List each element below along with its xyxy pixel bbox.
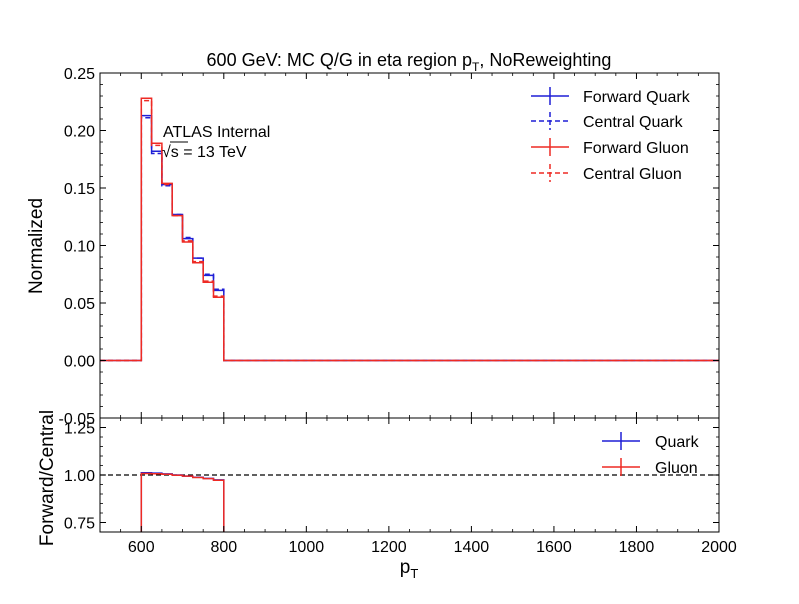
legend-item-central-gluon: Central Gluon: [531, 164, 682, 183]
ratio-legend: Quark Gluon: [602, 432, 700, 477]
y-tick-label: -0.05: [59, 411, 96, 428]
x-tick-label: 1000: [289, 539, 325, 556]
x-tick-label: 600: [128, 539, 155, 556]
main-legend: Forward Quark Central Quark Forward Gluo…: [531, 87, 691, 183]
legend-item-forward-quark: Forward Quark: [531, 87, 691, 106]
y-tick-label: 0.25: [64, 66, 95, 83]
y-tick-label: 0.15: [64, 181, 95, 198]
ratio-ticks-group: 600 800 1000 1200 1400 1600 1800 2000 1.25 1.00 0.…: [64, 421, 737, 557]
y-tick-label: 0.10: [64, 239, 95, 256]
title-rest: , NoReweighting: [479, 50, 611, 70]
legend-label-gluon: Gluon: [655, 460, 698, 477]
main-series-group: [100, 97, 719, 362]
title-main: 600 GeV: MC Q/G in eta region p: [207, 50, 472, 70]
ratio-series-group: [100, 471, 719, 532]
ratio-series-quark: [140, 471, 225, 532]
legend-label-central-gluon: Central Gluon: [583, 166, 682, 183]
legend-item-forward-gluon: Forward Gluon: [531, 138, 689, 157]
legend-label-quark: Quark: [655, 434, 700, 451]
xlabel-main: p: [400, 557, 411, 578]
x-tick-label: 2000: [701, 539, 737, 556]
ratio-y-tick-label: 0.75: [64, 516, 95, 533]
legend-label-central-quark: Central Quark: [583, 114, 684, 131]
ratio-panel: 600 800 1000 1200 1400 1600 1800 2000 1.25 1.00 0.…: [37, 410, 737, 581]
x-tick-label: 1800: [619, 539, 655, 556]
x-tick-label: 1200: [371, 539, 407, 556]
x-tick-label: 1600: [536, 539, 572, 556]
xlabel-sub: T: [410, 566, 418, 581]
x-tick-label: 800: [210, 539, 237, 556]
ratio-series-gluon: [140, 472, 225, 532]
main-panel: 0.25 0.20 0.15 0.10 0.05 0.00 -0.05 Normalized…: [26, 66, 720, 428]
xlabel: pT: [400, 557, 419, 581]
legend-label-forward-gluon: Forward Gluon: [583, 140, 689, 157]
legend-item-central-quark: Central Quark: [531, 112, 684, 131]
y-tick-label: 0.05: [64, 296, 95, 313]
energy-value: = 13 TeV: [179, 144, 247, 161]
energy-label: √s = 13 TeV: [162, 144, 247, 161]
y-tick-label: 0.00: [64, 354, 95, 371]
atlas-label: ATLAS Internal: [163, 124, 270, 141]
energy-sqrt-s: √s: [162, 144, 179, 161]
x-tick-label: 1400: [454, 539, 490, 556]
chart-title: 600 GeV: MC Q/G in eta region pT, NoRewe…: [207, 50, 612, 74]
ratio-y-tick-label: 1.25: [64, 421, 95, 438]
ratio-y-tick-label: 1.00: [64, 468, 95, 485]
y-tick-label: 0.20: [64, 124, 95, 141]
ratio-ylabel: Forward/Central: [37, 410, 58, 546]
main-ylabel: Normalized: [26, 198, 47, 294]
legend-label-forward-quark: Forward Quark: [583, 89, 691, 106]
series-forward-gluon: [100, 97, 719, 362]
title-sub: T: [472, 60, 480, 74]
main-ticks-group: 0.25 0.20 0.15 0.10 0.05 0.00 -0.05: [59, 66, 720, 428]
legend-item-quark: Quark: [602, 432, 700, 451]
legend-item-gluon: Gluon: [602, 458, 698, 477]
